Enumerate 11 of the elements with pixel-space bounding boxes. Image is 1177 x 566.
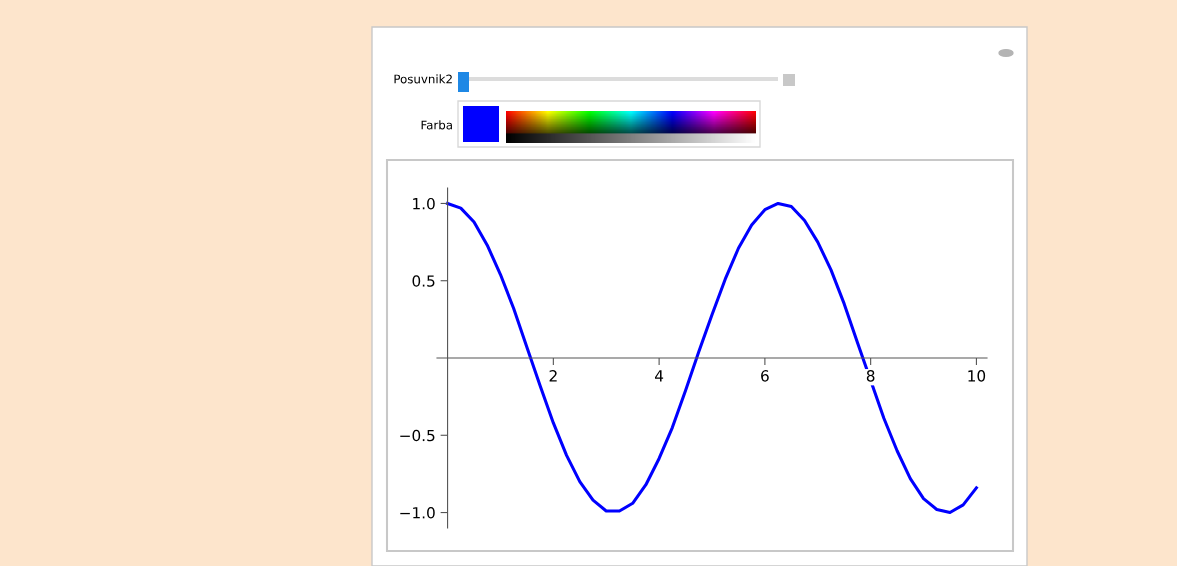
x-tick-label: 2 [549, 370, 557, 382]
x-tick-label: 8 [866, 370, 875, 382]
y-tick-label: −1.0 [400, 507, 435, 519]
y-tick-label: −0.5 [400, 429, 435, 442]
text: Posuvnik2 [394, 74, 452, 84]
x-tick-label: 4 [655, 370, 664, 382]
y-tick-label: 0.5 [412, 275, 435, 287]
x-tick-label: 6 [761, 370, 769, 382]
text: Farba [421, 120, 452, 130]
x-tick-label: 10 [968, 370, 986, 382]
y-tick-label: 1.0 [413, 197, 435, 210]
